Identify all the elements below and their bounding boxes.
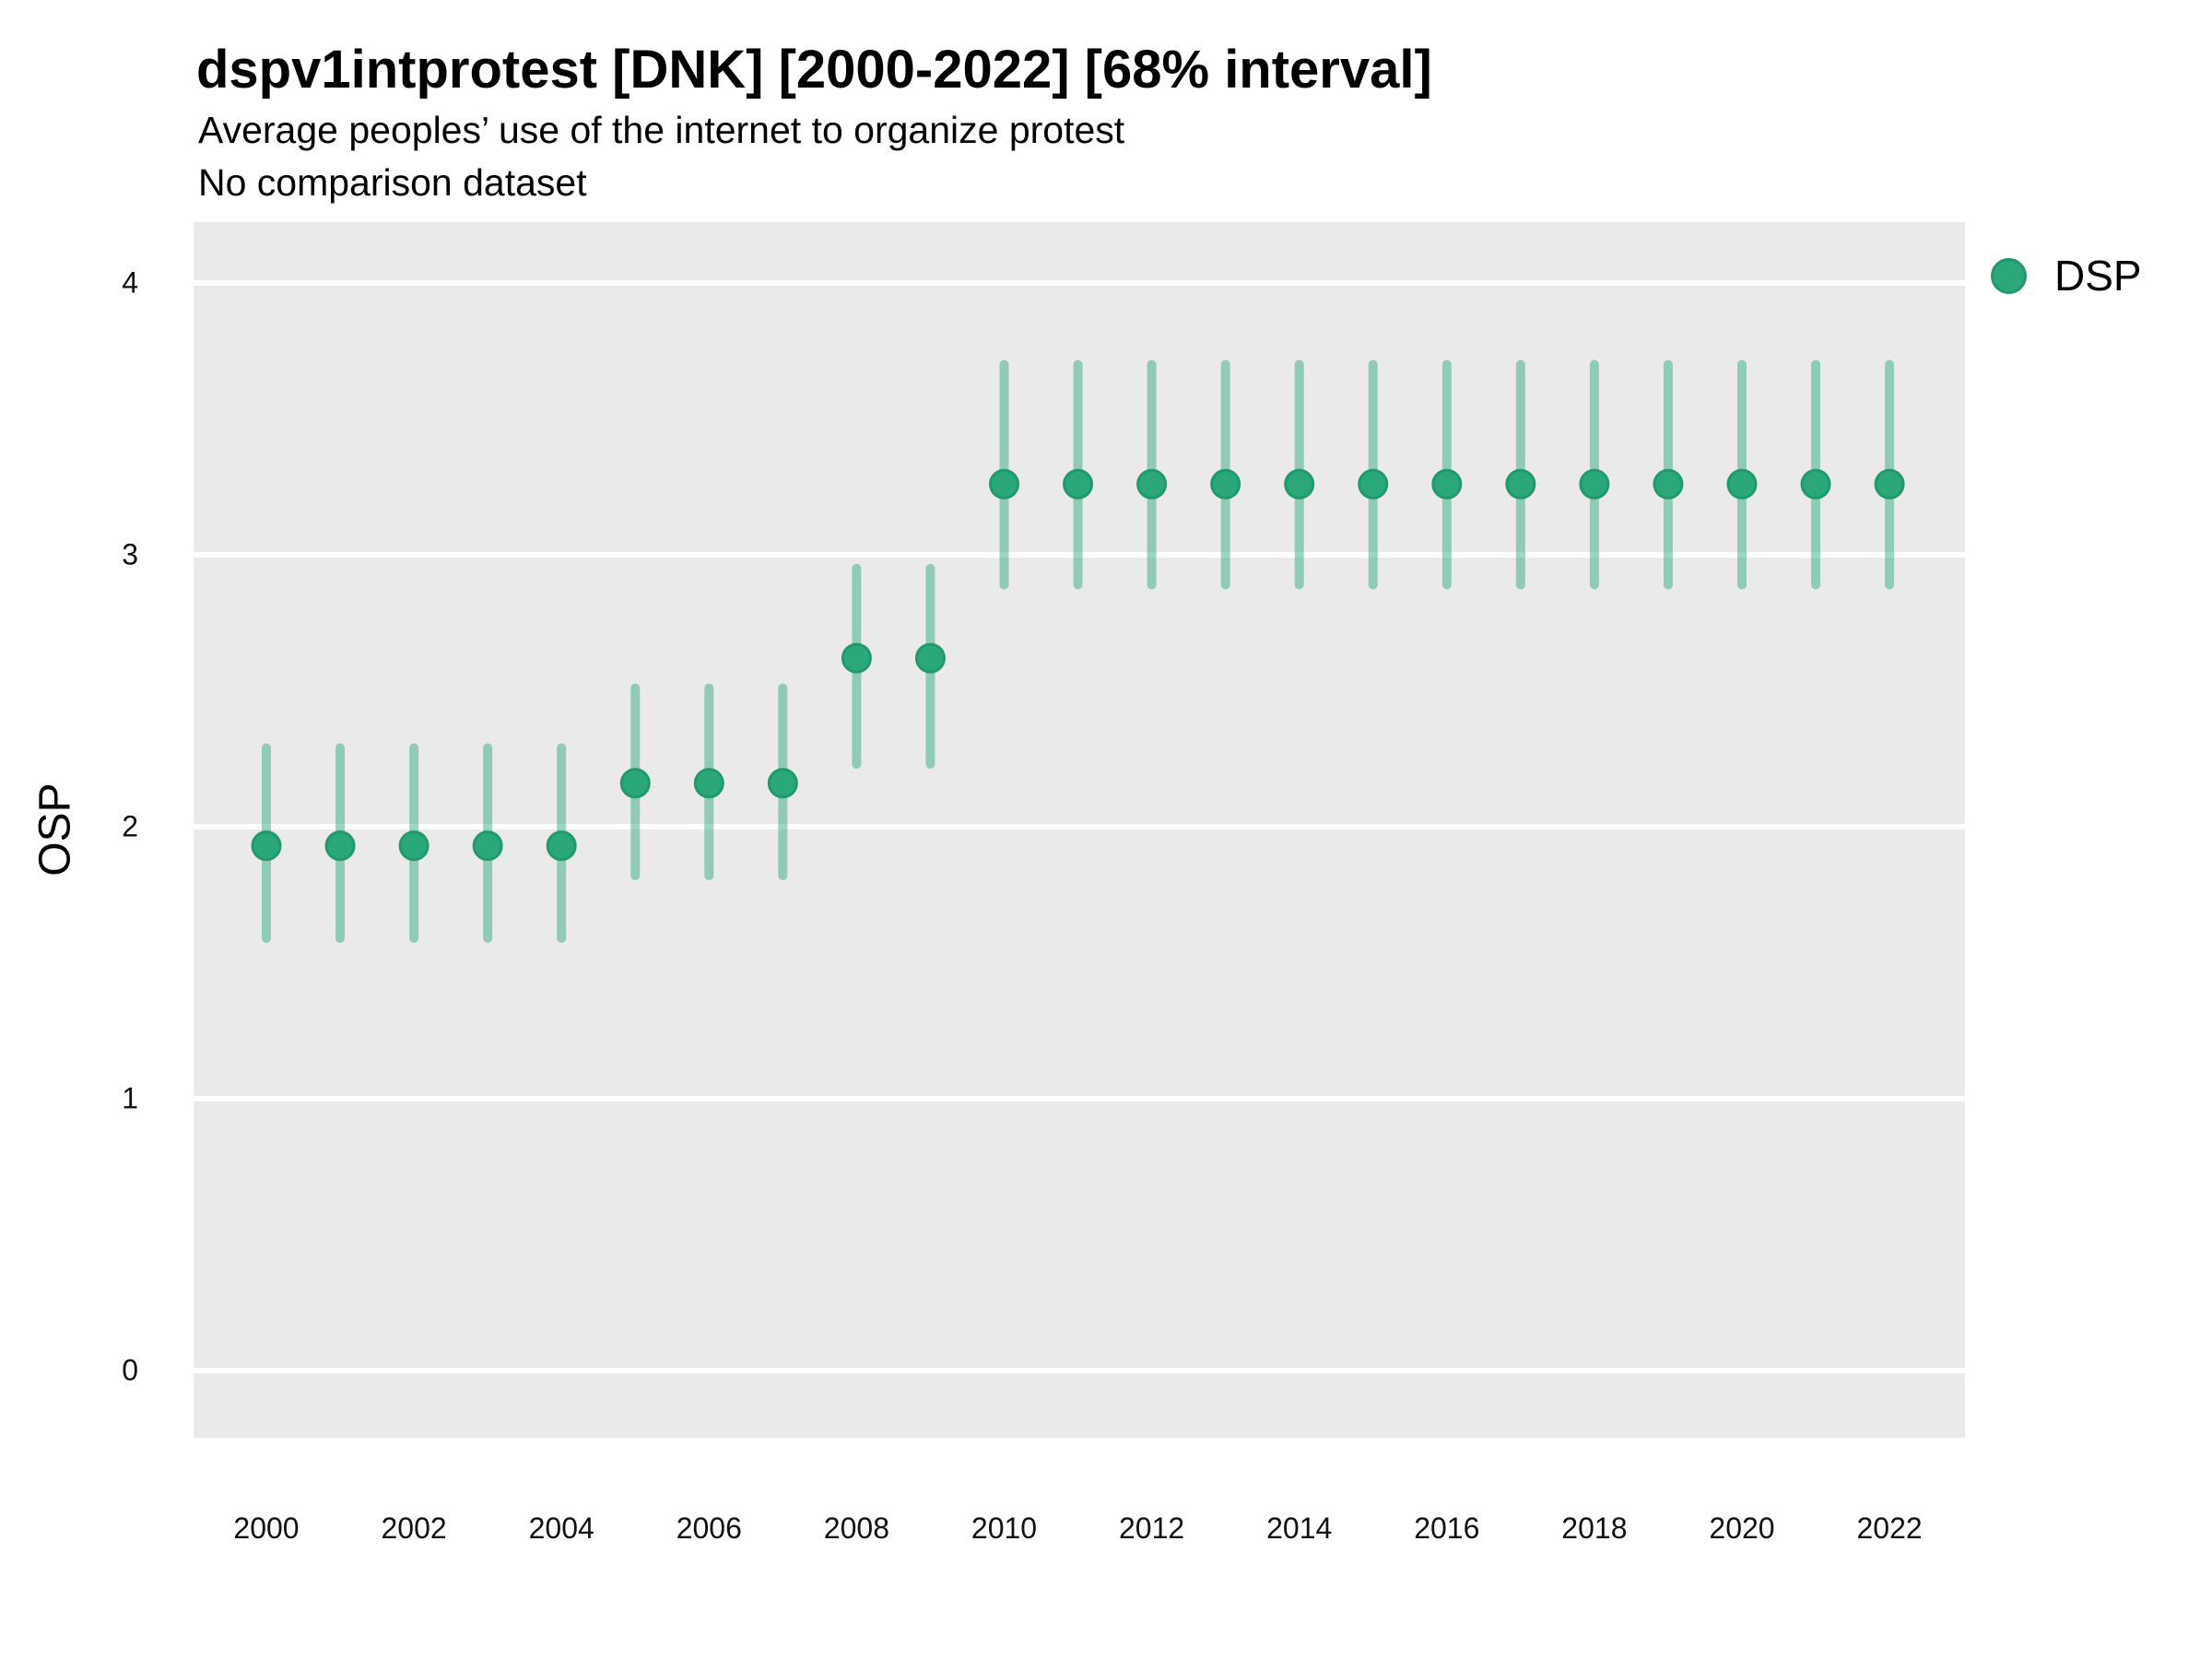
legend-label: DSP: [2054, 252, 2142, 300]
data-point-2000: [251, 830, 282, 862]
x-tick-label-2006: 2006: [676, 1512, 742, 1545]
x-tick-label-2020: 2020: [1709, 1512, 1775, 1545]
legend-point-icon: [1991, 257, 2027, 294]
x-tick-label-2014: 2014: [1266, 1512, 1333, 1545]
y-tick-label-4: 4: [122, 265, 138, 300]
gridlines: [194, 280, 1965, 1373]
chart-subtitle: Average peoples’ use of the internet to …: [198, 109, 1125, 151]
data-point-2019: [1653, 468, 1684, 500]
data-point-2018: [1579, 468, 1610, 500]
data-point-2014: [1284, 468, 1315, 500]
data-point-2005: [619, 768, 651, 799]
x-tick-label-2022: 2022: [1856, 1512, 1923, 1545]
data-point-2011: [1063, 468, 1094, 500]
y-tick-label-1: 1: [122, 1081, 138, 1115]
data-point-2001: [324, 830, 356, 862]
y-tick-label-0: 0: [122, 1353, 138, 1387]
data-point-2006: [693, 768, 724, 799]
x-tick-label-2004: 2004: [528, 1512, 594, 1545]
x-tick-label-2002: 2002: [381, 1512, 447, 1545]
data-point-2004: [546, 830, 577, 862]
data-point-2008: [841, 642, 872, 674]
legend: DSP: [1991, 251, 2142, 300]
data-point-2003: [472, 830, 503, 862]
data-point-2022: [1874, 468, 1905, 500]
x-tick-label-2000: 2000: [233, 1512, 300, 1545]
plot-panel: [194, 222, 1965, 1438]
data-point-2016: [1431, 468, 1463, 500]
x-tick-label-2016: 2016: [1414, 1512, 1480, 1545]
y-tick-label-2: 2: [122, 809, 138, 843]
x-tick-label-2012: 2012: [1119, 1512, 1185, 1545]
x-tick-label-2010: 2010: [971, 1512, 1038, 1545]
data-point-2013: [1210, 468, 1241, 500]
data-point-2015: [1358, 468, 1389, 500]
data-point-2002: [398, 830, 429, 862]
data-point-2021: [1800, 468, 1831, 500]
data-point-2009: [914, 642, 946, 674]
data-point-2010: [989, 468, 1019, 500]
data-point-2017: [1505, 468, 1536, 500]
x-tick-label-2008: 2008: [823, 1512, 889, 1545]
data-points: [251, 468, 1905, 862]
data-point-2007: [767, 768, 798, 799]
comparison-note: No comparison dataset: [198, 161, 587, 204]
data-point-2020: [1726, 468, 1758, 500]
chart-title: dspv1intprotest [DNK] [2000-2022] [68% i…: [196, 40, 1432, 100]
x-tick-label-2018: 2018: [1561, 1512, 1628, 1545]
data-point-2012: [1136, 468, 1168, 500]
y-tick-label-3: 3: [122, 537, 138, 571]
